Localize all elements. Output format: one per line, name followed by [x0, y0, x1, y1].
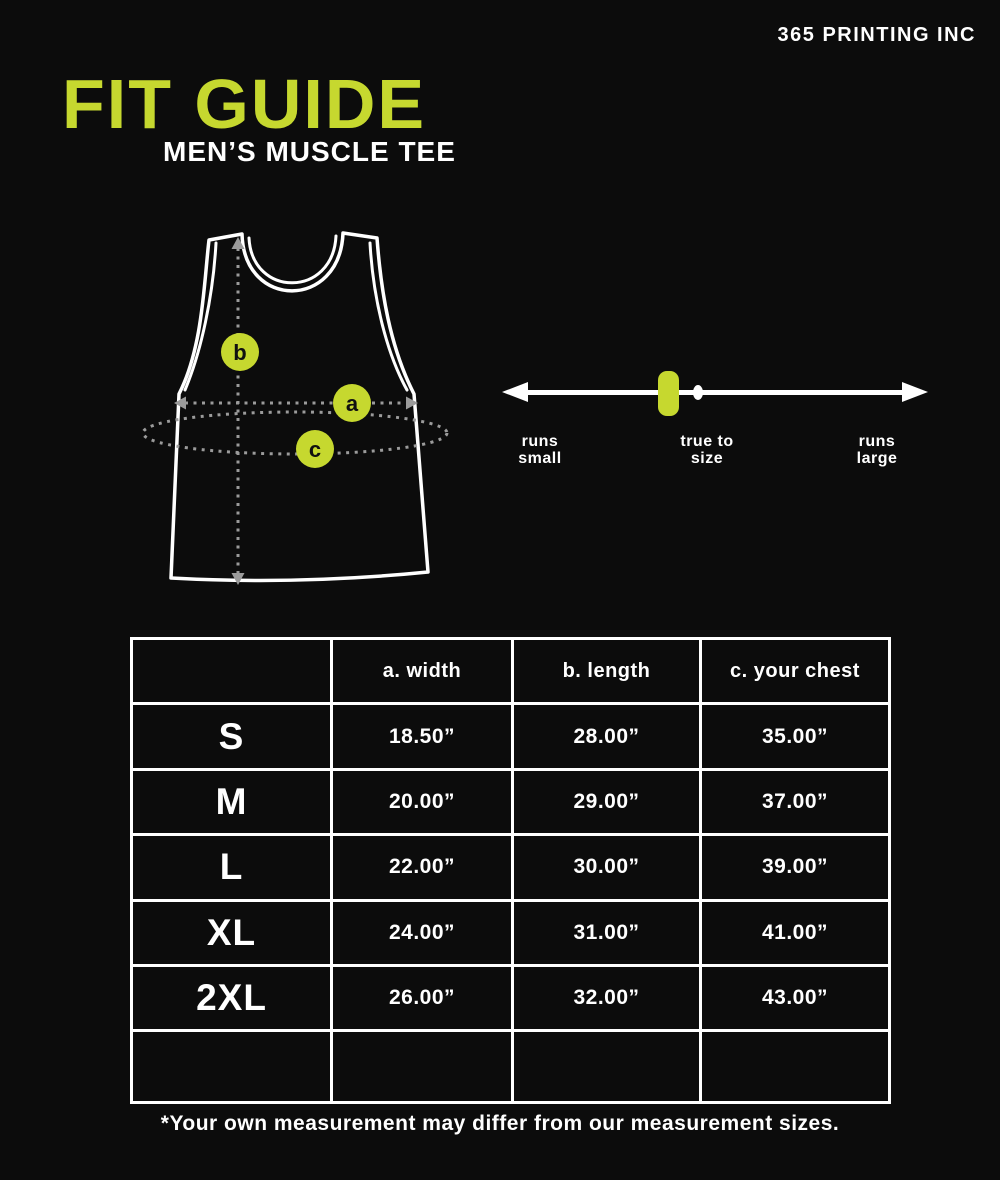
- table-row-l: L 22.00” 30.00” 39.00”: [130, 833, 891, 902]
- runs-large-line1: runs: [858, 433, 896, 450]
- page-title: FIT GUIDE: [62, 65, 427, 143]
- chest-value: 39.00”: [699, 833, 891, 902]
- col-header-length: b. length: [511, 636, 702, 706]
- size-table-header-row: a. width b. length c. your chest: [130, 636, 891, 706]
- neck-band-line: [247, 234, 338, 285]
- marker-b-label: b: [233, 340, 246, 365]
- runs-small-line2: small: [518, 450, 562, 467]
- left-armhole-seam: [183, 241, 218, 392]
- table-row-2xl: 2XL 26.00” 32.00” 43.00”: [130, 964, 891, 1033]
- length-value: 32.00”: [511, 964, 702, 1033]
- width-value: 24.00”: [330, 898, 514, 968]
- page-subtitle: MEN’S MUSCLE TEE: [163, 136, 456, 167]
- size-label: 2XL: [130, 964, 333, 1033]
- chest-value: 43.00”: [699, 964, 891, 1033]
- empty-cell: [130, 1029, 333, 1104]
- fit-scale-midpoint-dot: [693, 385, 703, 400]
- length-value: 30.00”: [511, 833, 702, 902]
- col-header-chest: c. your chest: [699, 636, 891, 706]
- length-value: 31.00”: [511, 898, 702, 968]
- marker-b-circle: [221, 333, 259, 371]
- size-label: L: [130, 833, 333, 902]
- width-value: 18.50”: [330, 702, 514, 771]
- empty-cell: [699, 1029, 891, 1104]
- width-value: 22.00”: [330, 833, 514, 902]
- length-arrow-down-icon: [231, 573, 245, 585]
- runs-small-label: runs small: [480, 433, 600, 467]
- brand-name: 365 PRINTING INC: [777, 24, 976, 46]
- length-arrow-up-icon: [231, 237, 245, 249]
- width-arrow-right-icon: [406, 396, 418, 410]
- true-to-size-label: true to size: [647, 433, 767, 467]
- width-value: 20.00”: [330, 767, 514, 837]
- fit-indicator-pill: [658, 371, 679, 416]
- empty-cell: [511, 1029, 702, 1104]
- length-value: 28.00”: [511, 702, 702, 771]
- right-armhole-seam: [368, 241, 409, 392]
- marker-a-circle: [333, 384, 371, 422]
- table-row-xl: XL 24.00” 31.00” 41.00”: [130, 898, 891, 968]
- length-value: 29.00”: [511, 767, 702, 837]
- width-arrow-left-icon: [174, 396, 186, 410]
- fit-scale-arrow-left-icon: [502, 382, 528, 402]
- runs-small-line1: runs: [521, 433, 559, 450]
- empty-cell: [330, 1029, 514, 1104]
- size-label: XL: [130, 898, 333, 968]
- true-to-size-line1: true to: [680, 433, 734, 450]
- table-row-m: M 20.00” 29.00” 37.00”: [130, 767, 891, 837]
- runs-large-line2: large: [856, 450, 898, 467]
- width-value: 26.00”: [330, 964, 514, 1033]
- fit-scale-line: [518, 390, 912, 395]
- measurement-disclaimer: *Your own measurement may differ from ou…: [160, 1112, 840, 1135]
- runs-large-label: runs large: [817, 433, 937, 467]
- table-row-empty: [130, 1029, 891, 1104]
- chest-value: 37.00”: [699, 767, 891, 837]
- shirt-outline: [169, 231, 430, 583]
- marker-a-label: a: [346, 391, 359, 416]
- col-header-size: [130, 636, 333, 706]
- chest-value: 41.00”: [699, 898, 891, 968]
- fit-scale: runs small true to size runs large: [500, 358, 930, 488]
- marker-c-label: c: [309, 437, 321, 462]
- size-table: a. width b. length c. your chest S 18.50…: [130, 636, 891, 1104]
- size-label: M: [130, 767, 333, 837]
- true-to-size-line2: size: [690, 450, 724, 467]
- size-label: S: [130, 702, 333, 771]
- chest-measure-ellipse: [141, 410, 449, 456]
- marker-c-circle: [296, 430, 334, 468]
- col-header-width: a. width: [330, 636, 514, 706]
- muscle-tee-diagram: b a c: [141, 231, 449, 585]
- table-row-s: S 18.50” 28.00” 35.00”: [130, 702, 891, 771]
- chest-value: 35.00”: [699, 702, 891, 771]
- fit-scale-arrow-right-icon: [902, 382, 928, 402]
